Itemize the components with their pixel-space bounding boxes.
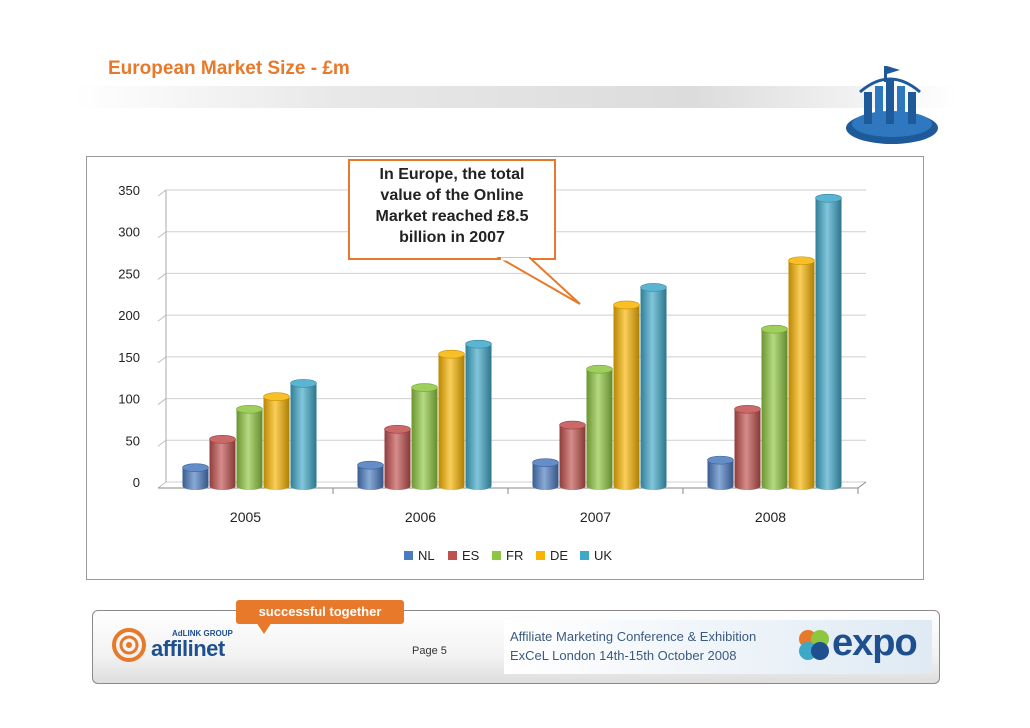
y-tick-label: 250 (118, 266, 140, 281)
bar-top-es-2007 (559, 420, 586, 430)
bar-de-2007 (613, 304, 640, 490)
gridline-depth (157, 398, 167, 405)
bar-uk-2008 (815, 198, 842, 490)
gridline-depth (157, 273, 167, 280)
gridline-depth (157, 356, 167, 364)
adlink-group-label: AdLINK GROUP (172, 629, 233, 638)
tagline-bubble-tail (256, 622, 272, 634)
bar-top-de-2007 (613, 300, 640, 310)
page-number: Page 5 (412, 645, 447, 657)
bar-top-fr-2005 (236, 404, 263, 414)
legend-swatch-uk (580, 551, 589, 560)
bar-es-2005 (209, 439, 236, 490)
bar-top-uk-2008 (815, 193, 842, 203)
bar-es-2007 (559, 425, 586, 490)
gridline-depth (157, 189, 167, 197)
y-tick-label: 100 (118, 392, 140, 407)
bar-fr-2007 (586, 369, 613, 490)
gridline-depth (157, 481, 167, 489)
x-tick-label: 2008 (755, 509, 786, 525)
callout-line-1: In Europe, the total (379, 166, 525, 183)
legend-swatch-de (536, 551, 545, 560)
callout-line-2: value of the Online (380, 187, 524, 204)
bar-top-nl-2007 (532, 458, 559, 467)
y-tick-label: 200 (118, 308, 140, 323)
bar-nl-2008 (707, 460, 734, 490)
legend-swatch-nl (404, 551, 413, 560)
y-tick-label: 0 (133, 475, 140, 490)
bar-top-uk-2007 (640, 283, 667, 292)
y-tick-label: 150 (118, 350, 140, 365)
bar-de-2006 (438, 354, 465, 490)
bar-top-uk-2006 (465, 339, 492, 349)
bar-top-es-2005 (209, 434, 236, 444)
legend-label-uk: UK (594, 548, 612, 563)
bar-top-nl-2005 (182, 463, 209, 472)
a4u-logo-icon (799, 630, 829, 660)
bar-fr-2008 (761, 329, 788, 490)
bar-nl-2005 (182, 467, 209, 490)
bar-chart: 0 50 100 150 200 250 300 350 2005 2006 2007 2008 NL E… (118, 183, 867, 563)
y-tick-label: 350 (118, 183, 140, 198)
affilinet-logo-icon (112, 628, 146, 662)
tagline-bubble: successful together (236, 600, 404, 624)
legend-label-fr: FR (506, 548, 523, 563)
bar-uk-2006 (465, 344, 492, 490)
bar-top-fr-2007 (586, 364, 613, 374)
bar-top-nl-2006 (357, 460, 384, 470)
bar-top-fr-2006 (411, 383, 438, 392)
legend-swatch-es (448, 551, 457, 560)
bar-de-2005 (263, 396, 290, 490)
bar-uk-2007 (640, 287, 667, 490)
bar-top-de-2008 (788, 256, 815, 266)
legend-label-es: ES (462, 548, 480, 563)
y-tick-label: 50 (126, 433, 140, 448)
callout-line-3: Market reached £8.5 (375, 208, 529, 225)
y-tick-label: 300 (118, 225, 140, 240)
conference-panel (504, 620, 932, 674)
callout-text: In Europe, the total value of the Online… (350, 164, 554, 248)
slide-title: European Market Size - £m (108, 58, 350, 79)
x-axis-depth (857, 481, 867, 489)
bar-es-2008 (734, 409, 761, 490)
bar-fr-2006 (411, 387, 438, 490)
expo-brand: expo (832, 622, 918, 664)
legend-label-nl: NL (418, 548, 435, 563)
bar-uk-2005 (290, 383, 317, 490)
legend-swatch-fr (492, 551, 501, 560)
bar-top-nl-2008 (707, 455, 734, 465)
building-logo-icon (846, 66, 938, 144)
x-tick-label: 2005 (230, 509, 261, 525)
conference-venue: ExCeL London 14th-15th October 2008 (510, 648, 737, 663)
bar-top-es-2008 (734, 404, 761, 414)
gridline-depth (157, 314, 167, 322)
title-band (74, 86, 958, 108)
callout-box (348, 159, 556, 260)
bar-top-de-2005 (263, 392, 290, 402)
bar-top-de-2006 (438, 349, 465, 359)
bar-nl-2006 (357, 465, 384, 490)
gridline-depth (157, 231, 167, 239)
affilinet-brand: affilinet (151, 636, 225, 661)
callout-line-4: billion in 2007 (399, 229, 505, 246)
bar-top-uk-2005 (290, 379, 317, 388)
x-tick-label: 2007 (580, 509, 611, 525)
legend-label-de: DE (550, 548, 568, 563)
bar-de-2008 (788, 260, 815, 490)
bar-top-es-2006 (384, 424, 411, 434)
conference-title: Affiliate Marketing Conference & Exhibit… (510, 629, 757, 644)
bar-es-2006 (384, 429, 411, 490)
x-tick-label: 2006 (405, 509, 436, 525)
bar-fr-2005 (236, 409, 263, 490)
bar-nl-2007 (532, 462, 559, 490)
bar-top-fr-2008 (761, 324, 788, 334)
gridline-depth (157, 439, 167, 447)
